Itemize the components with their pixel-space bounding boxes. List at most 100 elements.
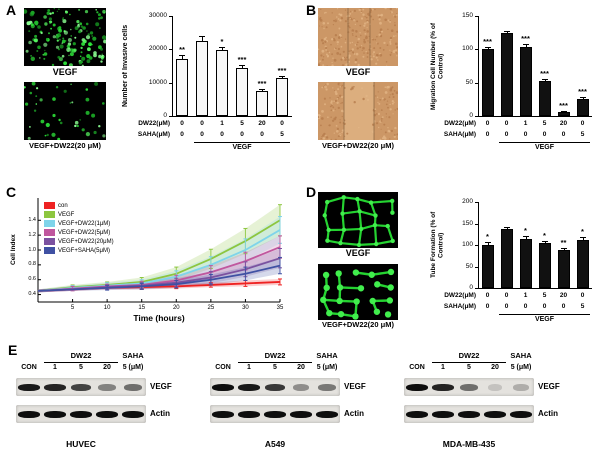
cell-speck: [341, 131, 343, 134]
cell-speck: [332, 57, 334, 59]
error-bar-cap: [541, 79, 548, 81]
dose-value: 0: [220, 131, 224, 138]
cell-speck: [392, 96, 395, 98]
line-chart-cell-index: Cell Index 0.4 0.6 0.8 1.0 1.2 1.4 5 10 15 20 25 30 3…: [8, 190, 296, 342]
bar: [500, 33, 513, 116]
protein-band: [458, 410, 480, 418]
cell-speck: [370, 58, 373, 61]
cell-speck: [386, 44, 389, 46]
cell-speck: [393, 135, 396, 138]
cell-speck: [327, 22, 329, 25]
cell-speck: [373, 51, 375, 54]
cell-speck: [344, 41, 347, 44]
protein-band: [18, 410, 40, 418]
protein-band: [71, 383, 91, 391]
error-bar-stem: [506, 31, 508, 34]
cell-speck: [396, 133, 398, 136]
cell-speck: [393, 35, 395, 38]
cell-speck: [366, 27, 368, 29]
saha-group-label: SAHA: [510, 351, 532, 360]
cell-dot: [65, 10, 67, 13]
cell-speck: [352, 51, 354, 54]
dose-value: 5: [542, 292, 547, 299]
dose-value: 0: [485, 303, 490, 310]
legend-label: VEGF+DW22(20μM): [58, 238, 114, 245]
cell-speck: [336, 16, 338, 18]
cell-speck: [387, 28, 389, 30]
cell-speck: [389, 41, 392, 43]
lane-label: 5 (μM): [510, 364, 532, 371]
cell-dot: [100, 47, 103, 51]
cell-dot: [91, 113, 96, 118]
cell-dot: [27, 136, 31, 140]
cell-dot: [67, 38, 72, 42]
y-tick-label: 150: [462, 219, 473, 227]
blot-group: DW22 SAHA CON 1 5 20 5 (μM) VEGF Actin A549: [210, 351, 400, 458]
legend-item: VEGF+DW22(1μM): [44, 220, 114, 227]
legend-swatch: [44, 220, 55, 227]
cell-dot: [35, 103, 38, 105]
cell-speck: [362, 13, 365, 16]
tube-node: [338, 240, 343, 246]
cell-speck: [353, 101, 356, 104]
cell-speck: [383, 98, 386, 101]
cell-speck: [322, 64, 325, 66]
error-bar-cap: [219, 47, 225, 48]
cell-speck: [377, 59, 379, 61]
cell-speck: [377, 112, 381, 116]
bar-chart-tube-formation: Tube Formation (% of Control) 0 50 100 150 20…: [420, 188, 600, 340]
lane-label: CON: [409, 364, 425, 371]
dose-value: 20: [559, 120, 568, 127]
cell-dot: [88, 42, 92, 47]
cell-speck: [319, 60, 322, 62]
cell-dot: [51, 63, 55, 66]
cell-speck: [397, 138, 398, 140]
cell-dot: [62, 17, 64, 19]
cell-speck: [371, 38, 373, 40]
lane-label: CON: [215, 364, 231, 371]
cell-speck: [339, 94, 342, 97]
tube-node: [358, 226, 364, 232]
cell-dot: [51, 132, 56, 137]
dw22-underline: [44, 362, 118, 363]
cell-speck: [321, 26, 323, 28]
tube-node: [386, 297, 394, 304]
cell-speck: [380, 109, 383, 111]
y-tick-label: 20000: [148, 45, 167, 53]
tube-segment: [373, 224, 378, 246]
cell-speck: [375, 95, 377, 97]
cell-speck: [389, 39, 392, 41]
error-bar-cap: [522, 235, 529, 237]
cell-speck: [381, 30, 383, 33]
significance-label: ***: [483, 37, 492, 47]
cell-speck: [344, 58, 347, 61]
cell-speck: [324, 85, 327, 89]
dw22-group-label: DW22: [70, 351, 92, 360]
group-underline: [194, 142, 290, 143]
x-axis-label: Time (hours): [133, 313, 185, 323]
cell-speck: [376, 96, 379, 98]
cell-speck: [334, 34, 338, 37]
cell-dot: [36, 87, 39, 90]
cell-speck: [393, 15, 395, 17]
cell-speck: [381, 137, 385, 140]
bar: [481, 49, 494, 116]
error-bar-stem: [222, 47, 223, 50]
cell-speck: [389, 8, 392, 11]
cell-speck: [364, 22, 367, 25]
cell-speck: [323, 132, 326, 136]
significance-label: **: [560, 238, 567, 248]
cell-dot: [98, 54, 102, 59]
tube-node: [352, 313, 359, 320]
tube-node: [374, 241, 379, 247]
x-axis: [172, 116, 292, 117]
error-bar-cap: [484, 242, 491, 244]
image-caption: VEGF: [345, 248, 371, 258]
legend-label: VEGF+SAHA(5μM): [58, 247, 110, 254]
cell-speck: [355, 43, 358, 46]
legend-label: con: [58, 202, 68, 209]
cell-speck: [357, 37, 360, 41]
cell-speck: [319, 25, 321, 27]
legend-item: VEGF: [44, 211, 114, 218]
